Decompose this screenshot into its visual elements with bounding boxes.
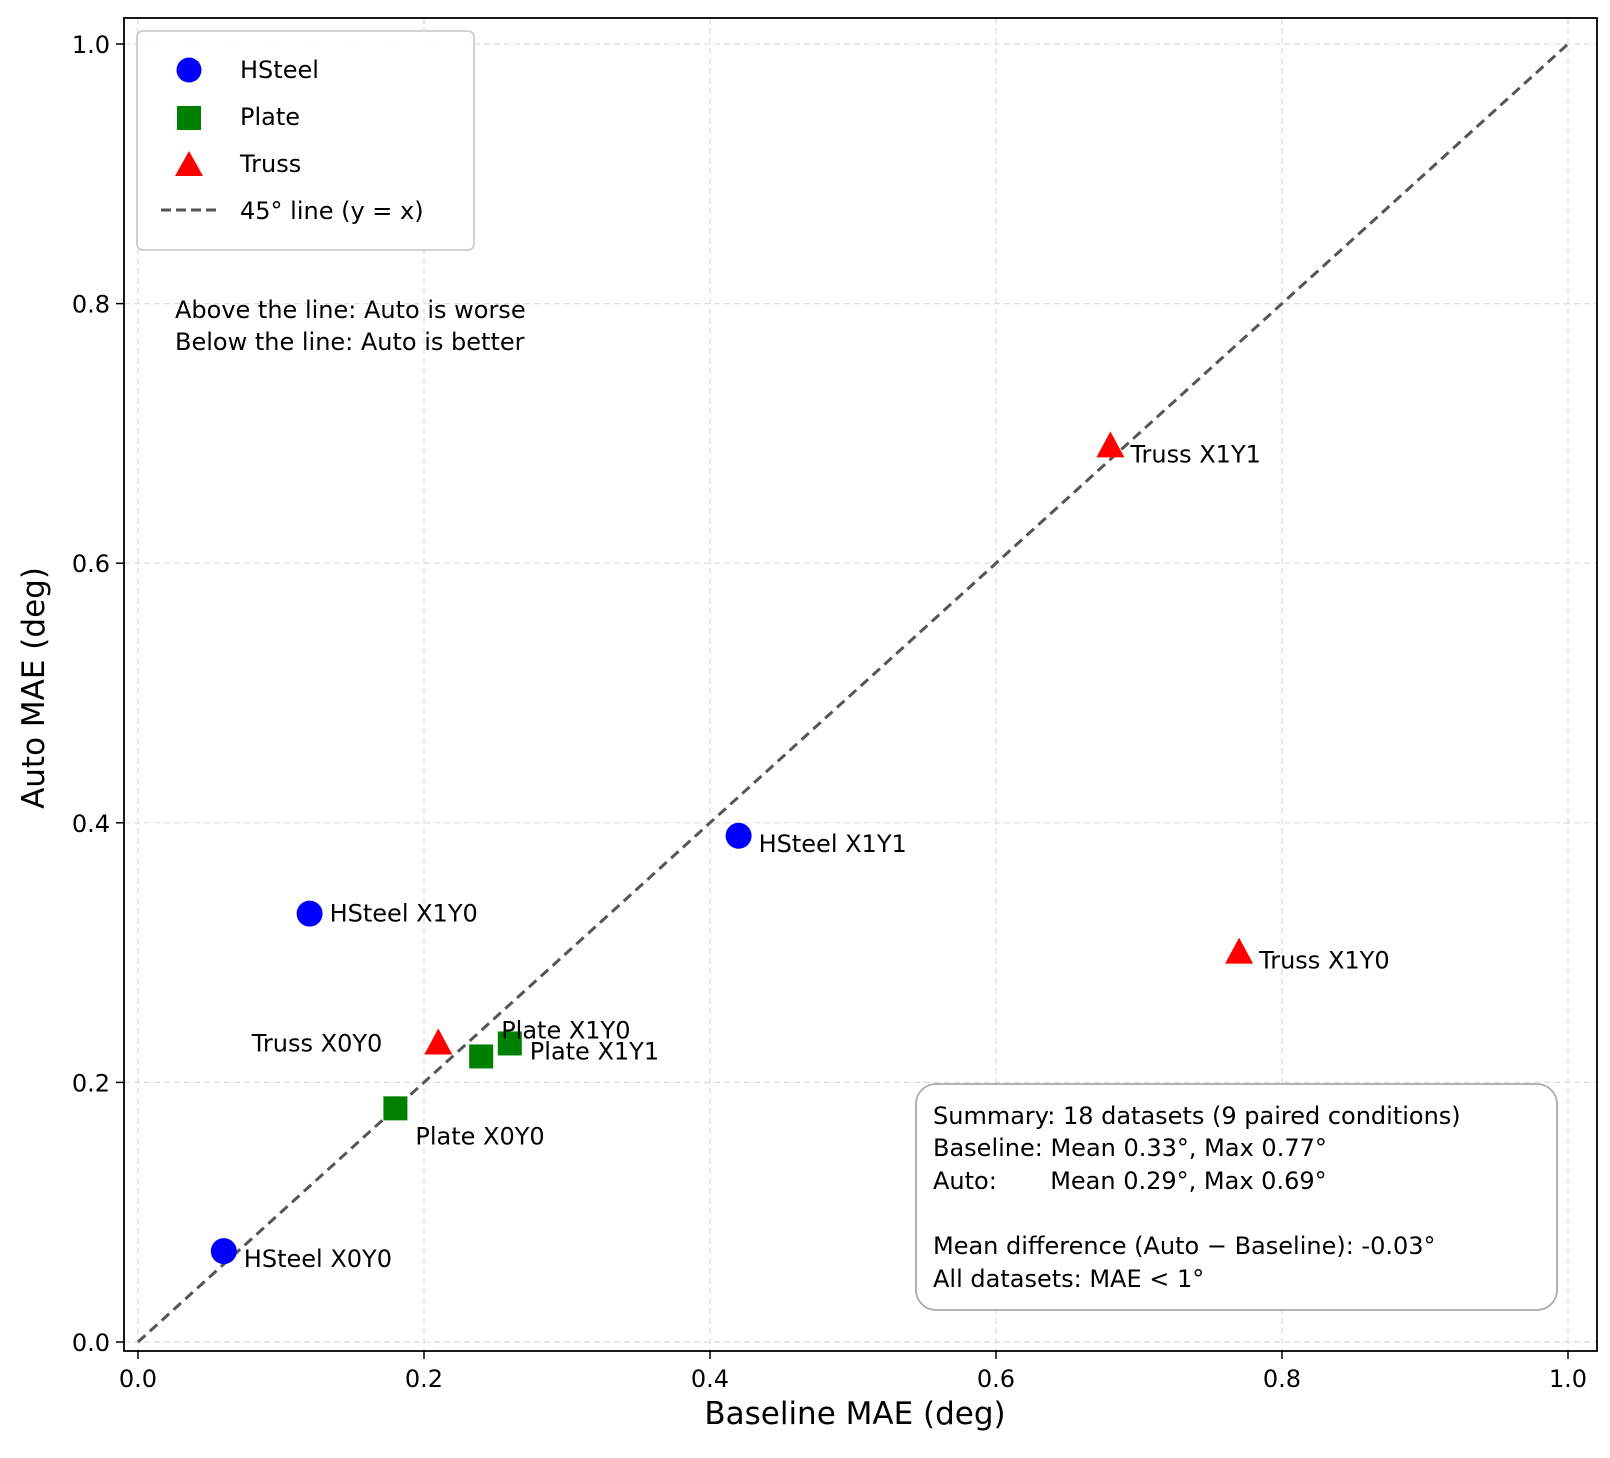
x-tick-label: 0.8 xyxy=(1263,1365,1301,1393)
point-hsteel xyxy=(725,822,752,849)
summary-box: Summary: 18 datasets (9 paired condition… xyxy=(915,1083,1558,1311)
y-tick-label: 0.2 xyxy=(72,1069,110,1097)
legend-hsteel-marker xyxy=(176,57,202,83)
y-tick-label: 0.6 xyxy=(72,550,110,578)
summary-line-1: Summary: 18 datasets (9 paired condition… xyxy=(933,1102,1461,1130)
legend-plate-marker xyxy=(177,106,201,130)
x-tick-label: 0.6 xyxy=(977,1365,1015,1393)
y-tick-label: 0.4 xyxy=(72,810,110,838)
y-axis-label: Auto MAE (deg) xyxy=(16,567,52,809)
point-label: HSteel X0Y0 xyxy=(244,1245,392,1273)
legend-truss-label: Truss xyxy=(239,150,301,178)
summary-box-frame xyxy=(915,1083,1558,1311)
x-tick-label: 0.2 xyxy=(405,1365,443,1393)
summary-line-6: All datasets: MAE < 1° xyxy=(933,1265,1204,1293)
region-note-line-1: Above the line: Auto is worse xyxy=(175,296,526,324)
summary-line-3: Auto: Mean 0.29°, Max 0.69° xyxy=(933,1167,1327,1195)
point-label: Plate X0Y0 xyxy=(415,1122,544,1150)
point-plate xyxy=(383,1096,408,1121)
point-label: HSteel X1Y1 xyxy=(759,830,907,858)
y-tick-label: 0.0 xyxy=(72,1329,110,1357)
summary-line-2: Baseline: Mean 0.33°, Max 0.77° xyxy=(933,1134,1327,1162)
point-label: HSteel X1Y0 xyxy=(330,900,478,928)
legend-plate-label: Plate xyxy=(240,103,300,131)
point-truss xyxy=(1096,431,1125,458)
point-plate xyxy=(497,1031,522,1056)
point-hsteel xyxy=(296,900,323,927)
point-labels: HSteel X0Y0 HSteel X1Y0 HSteel X1Y1 Plate X… xyxy=(244,440,1390,1273)
x-tick-label: 1.0 xyxy=(1549,1365,1587,1393)
plot-frame xyxy=(123,17,1598,1352)
legend-truss-marker xyxy=(175,151,203,176)
data-points xyxy=(210,431,1254,1265)
legend-hsteel-label: HSteel xyxy=(240,56,319,84)
reference-line-45deg xyxy=(136,42,1570,1344)
x-tick-label: 0.0 xyxy=(119,1365,157,1393)
summary-line-5: Mean difference (Auto − Baseline): -0.03… xyxy=(933,1232,1436,1260)
point-plate xyxy=(469,1044,494,1069)
point-label: Plate X1Y0 xyxy=(501,1016,630,1044)
point-truss xyxy=(1225,937,1254,964)
legend: HSteel Plate Truss 45° line (y = x) xyxy=(136,30,475,251)
y-axis-ticks: 0.0 0.2 0.4 0.6 0.8 1.0 xyxy=(72,31,124,1357)
y-tick-label: 0.8 xyxy=(72,291,110,319)
y-tick-label: 1.0 xyxy=(72,31,110,59)
x-axis-label: Baseline MAE (deg) xyxy=(704,1396,1005,1432)
point-label: Truss X1Y0 xyxy=(1258,947,1390,975)
region-note-line-2: Below the line: Auto is better xyxy=(175,328,525,356)
region-note: Above the line: Auto is worse Below the … xyxy=(175,296,526,356)
point-label: Truss X0Y0 xyxy=(251,1029,383,1057)
point-hsteel xyxy=(210,1238,237,1265)
point-label: Truss X1Y1 xyxy=(1129,440,1261,468)
legend-reference-label: 45° line (y = x) xyxy=(240,197,424,225)
x-tick-label: 0.4 xyxy=(691,1365,729,1393)
point-truss xyxy=(424,1028,453,1055)
point-label: Plate X1Y1 xyxy=(530,1037,659,1065)
legend-box xyxy=(136,30,475,251)
x-axis-ticks: 0.0 0.2 0.4 0.6 0.8 1.0 xyxy=(119,1351,1587,1393)
